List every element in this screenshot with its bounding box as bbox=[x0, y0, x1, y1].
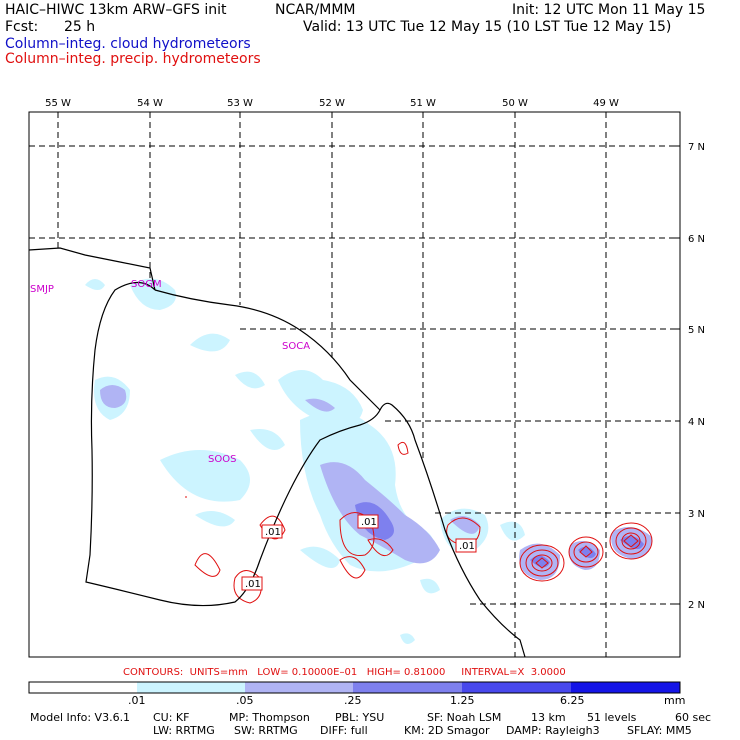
lon-label: 51 W bbox=[410, 98, 436, 109]
colorbar-bin bbox=[245, 682, 353, 693]
valid-time: Valid: 13 UTC Tue 12 May 15 (10 LST Tue … bbox=[303, 19, 672, 35]
model-info-levels: 51 levels bbox=[587, 711, 637, 724]
contour-label: .01 bbox=[459, 541, 475, 552]
lon-label: 52 W bbox=[319, 98, 345, 109]
colorbar-bin bbox=[353, 682, 462, 693]
org-label: NCAR/MMM bbox=[275, 2, 356, 18]
colorbar-label: 6.25 bbox=[560, 694, 585, 707]
contour-info: CONTOURS: UNITS=mm LOW= 0.10000E–01 HIGH… bbox=[123, 667, 566, 678]
station-smjp: SMJP bbox=[30, 284, 54, 295]
colorbar-label: .01 bbox=[128, 694, 146, 707]
station-sogm: SOGM bbox=[131, 279, 162, 290]
graticule bbox=[29, 112, 680, 657]
lon-label: 55 W bbox=[45, 98, 71, 109]
stations: SMJP SOGM SOCA SOOS bbox=[30, 279, 310, 465]
model-info-res: 13 km bbox=[531, 711, 566, 724]
colorbar-label: .25 bbox=[344, 694, 362, 707]
ticks bbox=[57, 112, 680, 605]
legend-precip: Column–integ. precip. hydrometeors bbox=[5, 51, 261, 67]
colorbar-label: 1.25 bbox=[450, 694, 475, 707]
colorbar-bin bbox=[462, 682, 571, 693]
model-info-lw: LW: RRTMG bbox=[153, 724, 215, 737]
contour-label: .01 bbox=[245, 579, 261, 590]
model-info-version: Model Info: V3.6.1 bbox=[30, 711, 131, 724]
colorbar-label: .05 bbox=[236, 694, 254, 707]
model-info-dt: 60 sec bbox=[675, 711, 712, 724]
map-frame bbox=[28, 111, 681, 658]
colorbar-bin bbox=[29, 682, 137, 693]
lat-label: 6 N bbox=[688, 234, 705, 245]
colorbar-unit: mm bbox=[664, 694, 686, 707]
fcst-label: Fcst: bbox=[5, 19, 39, 35]
lat-label: 7 N bbox=[688, 142, 705, 153]
model-info-km: KM: 2D Smagor bbox=[404, 724, 490, 737]
lat-labels: 7 N 6 N 5 N 4 N 3 N 2 N bbox=[688, 142, 705, 611]
coastline bbox=[29, 247, 526, 657]
lon-label: 49 W bbox=[593, 98, 619, 109]
lon-label: 50 W bbox=[502, 98, 528, 109]
lon-label: 54 W bbox=[137, 98, 163, 109]
model-info-pbl: PBL: YSU bbox=[335, 711, 385, 724]
lat-label: 5 N bbox=[688, 325, 705, 336]
lon-label: 53 W bbox=[227, 98, 253, 109]
model-info-diff: DIFF: full bbox=[320, 724, 368, 737]
model-info-sflay: SFLAY: MM5 bbox=[627, 724, 692, 737]
contour-label: .01 bbox=[265, 527, 281, 538]
colorbar-bin bbox=[571, 682, 680, 693]
model-title: HAIC–HIWC 13km ARW–GFS init bbox=[5, 2, 227, 18]
model-info-damp: DAMP: Rayleigh3 bbox=[506, 724, 600, 737]
model-info-sf: SF: Noah LSM bbox=[427, 711, 502, 724]
model-info-mp: MP: Thompson bbox=[229, 711, 310, 724]
model-info-cu: CU: KF bbox=[153, 711, 190, 724]
fcst-value: 25 h bbox=[64, 19, 96, 35]
contour-labels: .01 .01 .01 .01 bbox=[241, 514, 477, 591]
station-soos: SOOS bbox=[208, 454, 236, 465]
colorbar bbox=[28, 681, 681, 694]
contour-label: .01 bbox=[361, 517, 377, 528]
colorbar-bin bbox=[137, 682, 245, 693]
lat-label: 4 N bbox=[688, 417, 705, 428]
init-time: Init: 12 UTC Mon 11 May 15 bbox=[512, 2, 706, 18]
lon-labels: 55 W 54 W 53 W 52 W 51 W 50 W 49 W bbox=[45, 98, 619, 109]
lat-label: 3 N bbox=[688, 509, 705, 520]
legend-cloud: Column–integ. cloud hydrometeors bbox=[5, 36, 251, 52]
station-soca: SOCA bbox=[282, 341, 310, 352]
model-info-sw: SW: RRTMG bbox=[234, 724, 298, 737]
lat-label: 2 N bbox=[688, 600, 705, 611]
